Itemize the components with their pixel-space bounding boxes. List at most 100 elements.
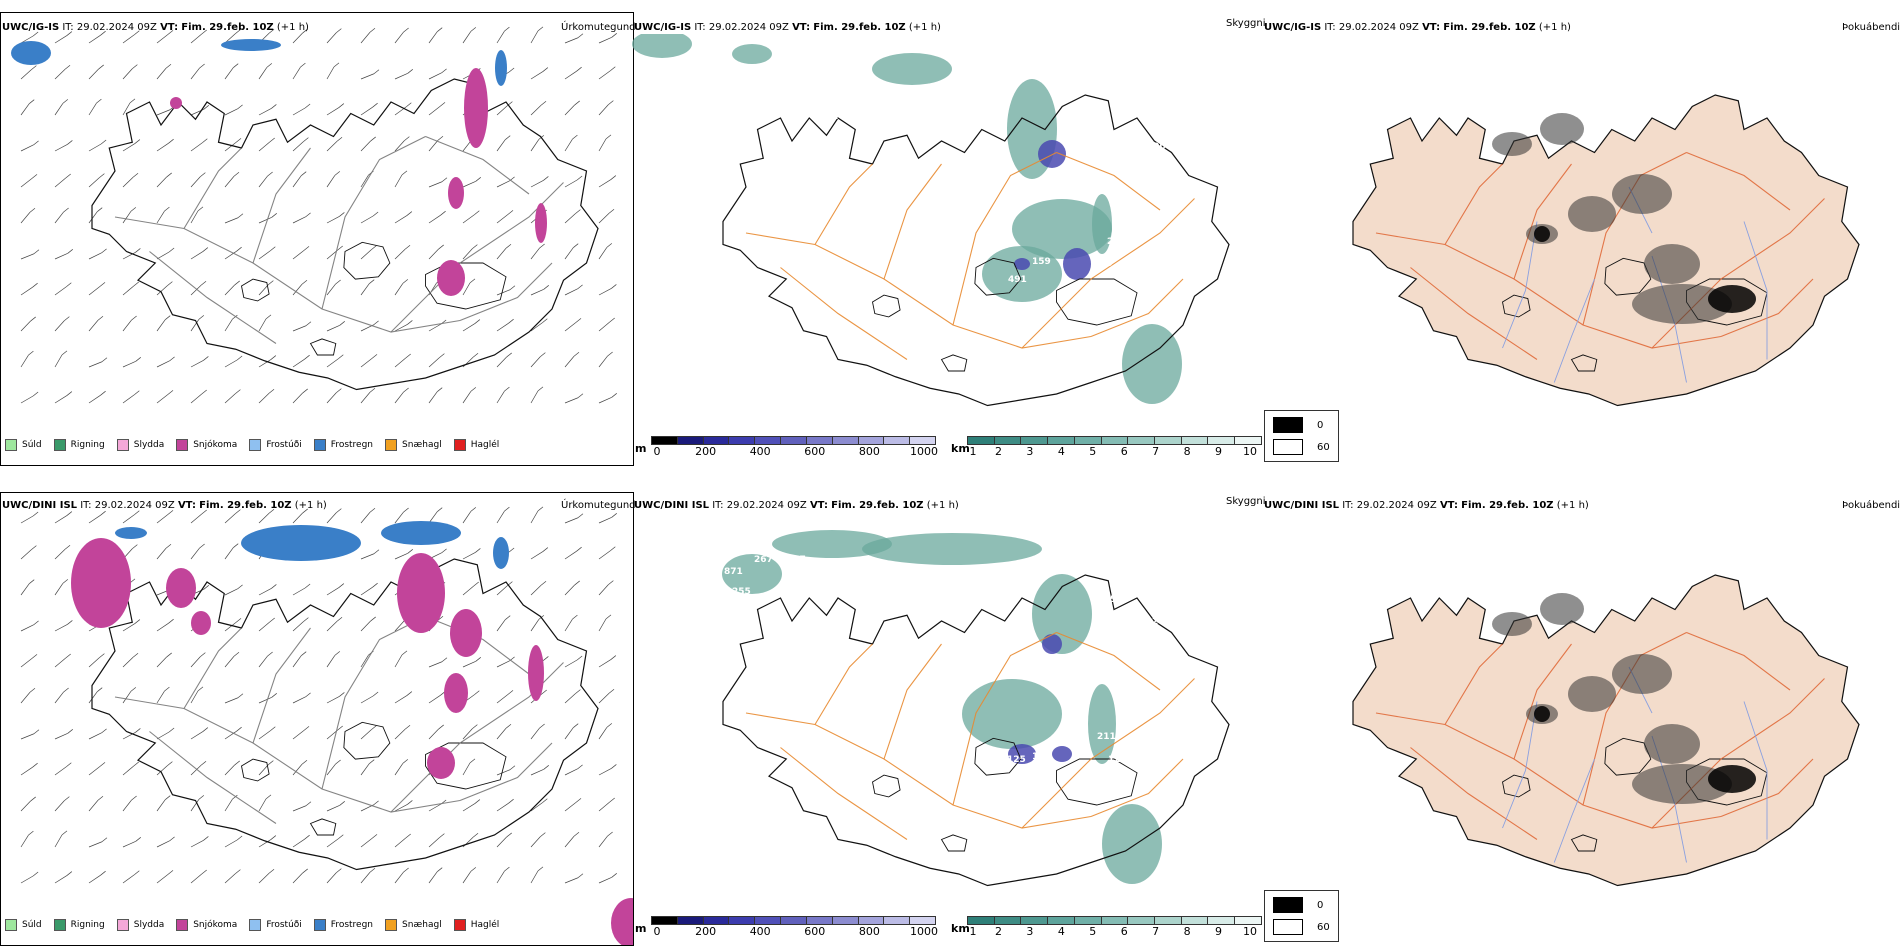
- legend-swatch: [313, 919, 326, 931]
- legend-item-0: Súld: [5, 439, 42, 451]
- legend-label: Snæhagl: [402, 920, 442, 930]
- colorbar-segment: [1047, 916, 1074, 925]
- iceland-outline: [91, 558, 599, 871]
- vt-label: VT:: [792, 22, 811, 33]
- colorbar-tick: 10: [1243, 925, 1257, 938]
- visibility-value-label: 255: [732, 587, 751, 597]
- colorbar-segment: [676, 916, 703, 925]
- fog-map: [1352, 574, 1860, 887]
- legend-label: Snjókoma: [193, 920, 238, 930]
- legend-item-1: Rigning: [53, 439, 105, 451]
- colorbar-segment: [1127, 916, 1155, 925]
- colorbar-segment: [1100, 436, 1128, 445]
- row1-header: UWC/IG-IS IT: 29.02.2024 09Z VT: Fim. 29…: [2, 22, 309, 33]
- vt-label: VT:: [1439, 500, 1458, 511]
- legend-swatch: [385, 439, 398, 451]
- colorbar-tick: 1: [969, 445, 977, 458]
- vt-value: Fim. 29.feb. 10Z: [831, 500, 924, 511]
- colorbar-segment: [1180, 436, 1208, 445]
- fog-swatch-60: [1273, 439, 1303, 455]
- precip-type-map: [11, 26, 618, 404]
- visibility-m-colorbar: 0 200 400 600 800 1000 m: [635, 916, 938, 939]
- low-visibility-m: [1014, 140, 1091, 280]
- precip-legend: Súld Rigning Slydda Snjókoma Frostúði Frostre…: [5, 439, 499, 451]
- precip-type-panel-row2: Súld Rigning Slydda Snjókoma Frostúði Frostre…: [0, 492, 634, 946]
- it-label: IT:: [80, 500, 92, 511]
- iceland-outline: [1352, 94, 1860, 407]
- fog-map: [1352, 94, 1860, 407]
- visibility-value-label: 159: [1032, 257, 1051, 267]
- legend-label: Snæhagl: [402, 440, 442, 450]
- colorbar-tick: 6: [1120, 445, 1128, 458]
- legend-item-2: Slydda: [116, 919, 165, 931]
- legend-label: Slydda: [133, 920, 165, 930]
- colorbar-tick: 3: [1026, 925, 1034, 938]
- legend-swatch: [5, 919, 17, 931]
- model-name: UWC/IG-IS: [2, 22, 60, 33]
- colorbar-tick: 9: [1215, 445, 1223, 458]
- model-name: UWC/IG-IS: [634, 22, 692, 33]
- legend-label: Frostúði: [266, 440, 302, 450]
- low-visibility-m: [1008, 634, 1072, 764]
- legend-label: Haglél: [470, 920, 500, 930]
- colorbar-tick: 7: [1152, 445, 1160, 458]
- colorbar-segment: [1100, 916, 1128, 925]
- snow-areas: [170, 68, 547, 296]
- fog-panel-row2: [1262, 514, 1900, 944]
- visibility-value-label: 190: [1147, 142, 1166, 152]
- legend-label: Frostúði: [266, 920, 302, 930]
- fog-swatch-0: [1273, 897, 1303, 913]
- visibility-value-label: 1: [932, 87, 938, 97]
- fog-panel-row1: [1262, 34, 1900, 464]
- legend-label: Súld: [22, 440, 42, 450]
- colorbar-segment: [909, 916, 936, 925]
- visibility-m-colorbar: 0 200 400 600 800 1000 m: [635, 436, 938, 459]
- iceland-outline: [91, 78, 599, 391]
- model-name: UWC/DINI ISL: [634, 500, 710, 511]
- legend-item-5: Frostregn: [313, 919, 373, 931]
- fog-index-low: [1492, 113, 1732, 324]
- colorbar-unit: km: [951, 442, 970, 455]
- colorbar-segment: [651, 436, 677, 445]
- precip-type-map: [20, 506, 633, 945]
- model-name: UWC/DINI ISL: [2, 500, 78, 511]
- colorbar-segment: [1047, 436, 1074, 445]
- colorbar-segment: [805, 916, 832, 925]
- colorbar-tick: 200: [695, 445, 717, 458]
- colorbar-segment: [1073, 916, 1101, 925]
- vt-label: VT:: [1422, 22, 1441, 33]
- colorbar-tick: 4: [1057, 445, 1065, 458]
- colorbar-segment: [1207, 436, 1235, 445]
- visibility-value-label: 574: [1110, 595, 1129, 605]
- fog-index-lowest: [1534, 226, 1756, 313]
- colorbar-segment: [883, 436, 910, 445]
- colorbar-segment: [780, 436, 806, 445]
- colorbar-tick: 5: [1089, 925, 1097, 938]
- colorbar-segment: [1207, 916, 1235, 925]
- lead-time: (+1 h): [926, 500, 959, 511]
- colorbar-unit: km: [951, 922, 970, 935]
- colorbar-tick: 3: [1026, 445, 1034, 458]
- colorbar-tick: 800: [858, 445, 880, 458]
- visibility-value-label: 211: [1097, 732, 1116, 742]
- colorbar-tick: 0: [653, 925, 661, 938]
- vt-label: VT:: [177, 500, 196, 511]
- legend-swatch: [53, 919, 66, 931]
- it-label: IT:: [62, 22, 74, 33]
- row2-header-fog: UWC/DINI ISL IT: 29.02.2024 09Z VT: Fim.…: [1264, 500, 1589, 511]
- visibility-value-label: 122: [1108, 755, 1127, 765]
- colorbar-segment: [754, 436, 781, 445]
- visibility-value-label: 24: [1107, 237, 1120, 247]
- it-label: IT:: [1324, 22, 1336, 33]
- colorbar-tick: 1000: [910, 445, 938, 458]
- colorbar-segment: [728, 916, 755, 925]
- visibility-value-label: 169: [1094, 259, 1113, 269]
- fog-swatch-0: [1273, 417, 1303, 433]
- fog-index-low: [1492, 593, 1732, 804]
- it-value: 29.02.2024 09Z: [94, 500, 175, 511]
- lead-time: (+1 h): [294, 500, 327, 511]
- low-visibility-km: [632, 34, 1182, 404]
- legend-swatch: [116, 919, 129, 931]
- colorbar-segment: [967, 916, 994, 925]
- colorbar-tick: 400: [749, 925, 771, 938]
